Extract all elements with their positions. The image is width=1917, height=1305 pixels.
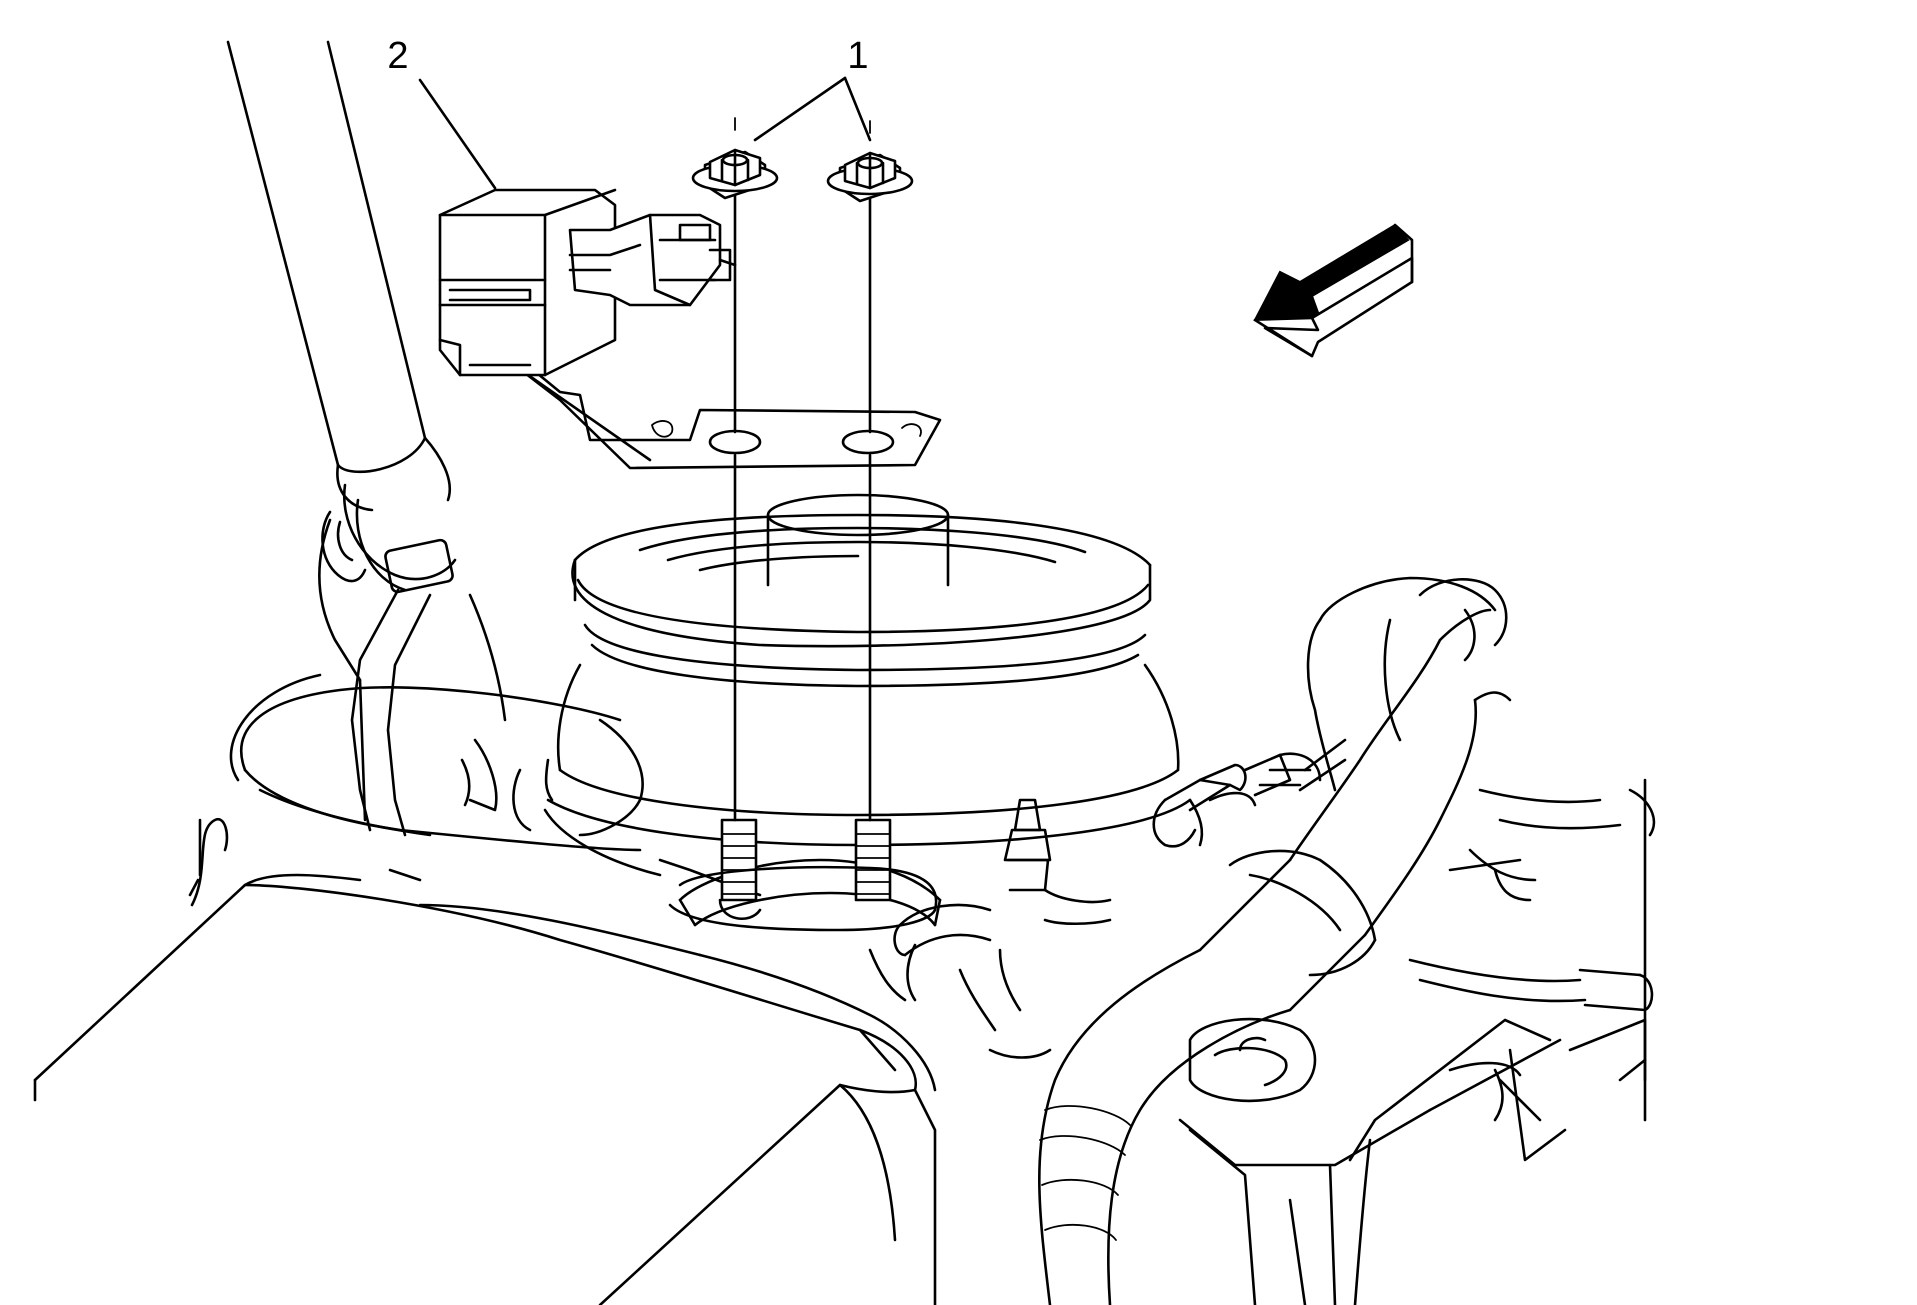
bracket-hole-left — [708, 429, 762, 455]
callout-1: 1 — [847, 35, 868, 77]
right-engine-block — [1178, 778, 1656, 1305]
bracket — [519, 358, 942, 470]
front-of-vehicle-arrow-icon — [1253, 223, 1414, 358]
capped-fittings — [1152, 738, 1347, 848]
main-coolant-hose — [1038, 576, 1512, 1305]
leader-lines — [418, 76, 872, 190]
leader-line-2 — [418, 78, 497, 190]
bracket-hole-right — [841, 429, 895, 455]
leader-line-1b — [843, 76, 872, 142]
strut-mount — [512, 493, 1204, 877]
intake-tube — [188, 673, 644, 907]
nut-right — [826, 151, 914, 203]
relay-module — [438, 188, 737, 377]
explosion-lines — [733, 117, 872, 822]
leader-line-1a — [753, 76, 847, 142]
right-mounting-stud — [854, 818, 892, 902]
support-rod — [226, 40, 451, 512]
center-fittings — [658, 798, 1112, 1059]
nut-left — [691, 148, 779, 200]
mounting-studs — [668, 818, 938, 932]
callout-2: 2 — [387, 35, 408, 77]
front-shroud — [33, 868, 937, 1305]
left-mounting-stud — [720, 818, 758, 902]
left-hose-assembly — [318, 483, 507, 837]
